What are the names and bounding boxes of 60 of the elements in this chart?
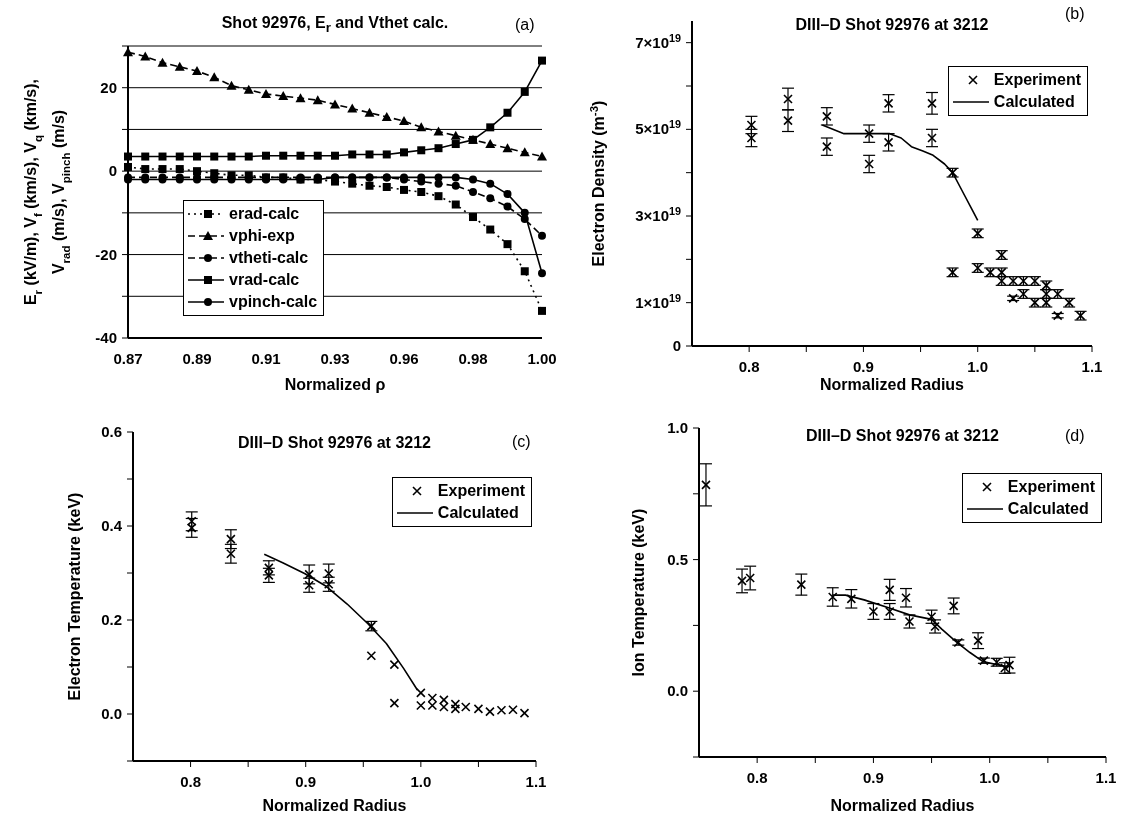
x-tick-label: 0.89 (182, 350, 212, 367)
y-tick-label: 5×10$^{19}$ (635, 118, 681, 138)
x-tick-label: 1.0 (967, 358, 989, 375)
annotation: (b) (1065, 5, 1085, 23)
chart-title: DIII–D Shot 92976 at 3212 (238, 434, 431, 451)
x-axis-title: Normalized Radius (262, 797, 407, 814)
chart-title: Shot 92976, E$_{r}$ and Vthet calc. (221, 14, 449, 36)
legend-label: Experiment (993, 71, 1081, 89)
x-tick-label: 1.1 (1081, 358, 1103, 375)
legend-label: Calculated (437, 504, 519, 522)
y-tick-label: 0.0 (101, 705, 122, 722)
y-axis-title: Electron Temperature (keV) (66, 492, 83, 701)
x-tick-label: 0.8 (746, 769, 768, 786)
x-tick-label: 1.0 (979, 769, 1001, 786)
legend-label: Experiment (437, 482, 525, 500)
y-tick-label: 1.0 (667, 419, 688, 436)
y-axis-title: Ion Temperature (keV) (630, 508, 647, 677)
legend-label: Calculated (1007, 500, 1089, 518)
y-tick-label: 3×10$^{19}$ (635, 205, 681, 224)
legend-label: vpinch-calc (229, 293, 318, 311)
x-tick-label: 1.1 (525, 773, 547, 790)
y-tick-label: 0.6 (101, 423, 122, 440)
legend-label: vrad-calc (229, 271, 300, 289)
x-tick-label: 0.8 (738, 358, 760, 375)
y-tick-label: 0.2 (101, 611, 122, 628)
y-tick-label: 7×10$^{19}$ (635, 31, 681, 51)
y-tick-label: 0.0 (667, 682, 688, 700)
y-tick-label: 1×10$^{19}$ (635, 291, 681, 311)
y-tick-label: 0 (672, 337, 681, 354)
annotation: (d) (1065, 427, 1085, 445)
x-tick-label: 1.1 (1095, 769, 1117, 786)
y-tick-label: -40 (95, 329, 117, 346)
x-tick-label: 0.9 (853, 358, 874, 375)
text: (a) (515, 16, 535, 34)
legend-label: vtheti-calc (229, 249, 309, 267)
x-tick-label: 0.96 (389, 350, 419, 367)
x-axis-title: Normalized ρ (284, 376, 386, 393)
chart-title: DIII–D Shot 92976 at 3212 (806, 427, 999, 444)
x-tick-label: 0.98 (458, 350, 488, 367)
x-tick-label: 0.91 (251, 350, 281, 367)
y-tick-label: 20 (100, 78, 117, 96)
y-tick-label: -20 (95, 245, 117, 263)
x-tick-label: 0.8 (180, 773, 201, 790)
legend-label: Calculated (993, 93, 1075, 111)
x-tick-label: 0.93 (320, 350, 350, 367)
x-tick-label: 1.0 (410, 773, 432, 790)
annotation: (c) (512, 433, 531, 451)
legend-label: vphi-exp (229, 227, 295, 245)
y-tick-label: 0.4 (101, 517, 123, 534)
x-axis-title: Normalized Radius (819, 376, 965, 393)
legend-label: Experiment (1007, 478, 1095, 496)
chart-title: DIII–D Shot 92976 at 3212 (795, 16, 989, 33)
y-tick-label: 0 (108, 162, 117, 180)
y-tick-label: 0.5 (667, 550, 688, 568)
legend-label: erad-calc (229, 205, 300, 223)
x-tick-label: 1.00 (527, 350, 557, 367)
x-tick-label: 0.9 (863, 769, 884, 786)
x-tick-label: 0.9 (295, 773, 317, 790)
x-tick-label: 0.87 (113, 350, 143, 367)
x-axis-title: Normalized Radius (830, 797, 975, 814)
